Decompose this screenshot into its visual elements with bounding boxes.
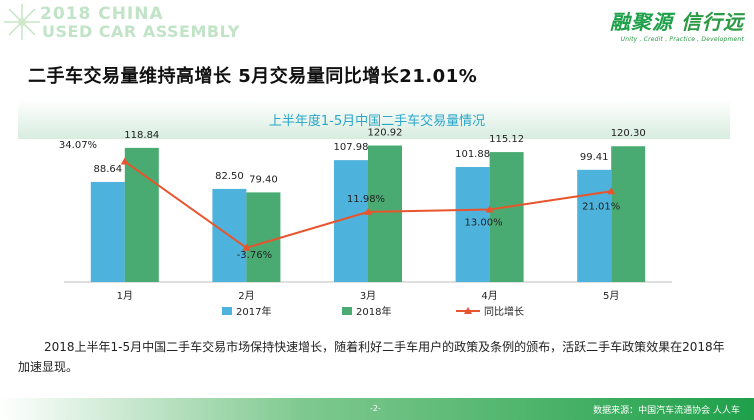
data-label-growth: 11.98% xyxy=(347,194,385,205)
banner-line-1: 2018 CHINA xyxy=(40,4,164,24)
legend-swatch-growth-marker xyxy=(464,307,472,314)
growth-point xyxy=(485,205,494,213)
bar-line-chart: 88.64 118.84 1月 82.50 79.40 2月 107.98 120.92 3月 1… xyxy=(59,128,672,318)
data-label-2018: 115.12 xyxy=(489,134,524,145)
x-tick-label: 3月 xyxy=(360,290,376,302)
data-label-2018: 118.84 xyxy=(124,130,159,141)
brand-name-primary: 融聚源 xyxy=(610,10,674,34)
legend-label-growth: 同比增长 xyxy=(484,305,524,318)
data-label-2017: 99.41 xyxy=(580,152,609,163)
bar-2018 xyxy=(246,192,281,282)
bar-2018 xyxy=(368,145,402,282)
legend-swatch-2017 xyxy=(222,307,232,315)
description-text: 2018上半年1-5月中国二手车交易市场保持快速增长，随着利好二手车用户的政策及… xyxy=(18,340,725,374)
data-label-2017: 88.64 xyxy=(93,164,122,175)
banner-line-2: USED CAR ASSEMBLY xyxy=(42,22,240,41)
burst-logo-icon xyxy=(4,4,40,40)
brand-logo: 融聚源 信行远 Unity , Credit , Practice , Deve… xyxy=(610,6,744,43)
x-tick-label: 2月 xyxy=(238,290,254,302)
data-label-2018: 120.30 xyxy=(611,128,646,139)
footer-bar xyxy=(0,398,754,420)
legend-label-2018: 2018年 xyxy=(356,305,391,318)
data-source: 数据来源：中国汽车流通协会 人人车 xyxy=(593,406,740,416)
bar-2017 xyxy=(577,169,612,282)
data-label-growth: 34.07% xyxy=(59,140,97,151)
bar-2018 xyxy=(611,146,646,282)
growth-point xyxy=(364,207,372,215)
chart-title: 上半年度1-5月中国二手车交易量情况 xyxy=(268,114,486,129)
bar-2018 xyxy=(489,152,524,282)
event-banner: 2018 CHINA USED CAR ASSEMBLY xyxy=(6,5,256,45)
x-tick-label: 5月 xyxy=(603,290,619,302)
description-paragraph: 2018上半年1-5月中国二手车交易市场保持快速增长，随着利好二手车用户的政策及… xyxy=(18,337,736,377)
data-label-2017: 107.98 xyxy=(334,142,369,153)
brand-name-secondary: 信行远 xyxy=(681,10,744,34)
data-label-growth: -3.76% xyxy=(237,250,272,261)
page-headline: 二手车交易量维持高增长 5月交易量同比增长21.01% xyxy=(28,66,478,87)
data-label-growth: 21.01% xyxy=(582,201,620,212)
bar-2017 xyxy=(455,167,490,282)
bar-2017 xyxy=(90,181,125,282)
growth-point xyxy=(607,187,616,195)
growth-point xyxy=(242,243,251,251)
x-tick-label: 4月 xyxy=(481,290,497,302)
data-label-2018: 120.92 xyxy=(368,128,403,139)
legend-swatch-2018 xyxy=(342,307,352,315)
data-label-2018: 79.40 xyxy=(249,174,278,185)
x-tick-label: 1月 xyxy=(117,290,133,302)
legend-label-2017: 2017年 xyxy=(236,305,271,318)
page-number: -2- xyxy=(370,404,381,413)
data-label-2017: 101.88 xyxy=(455,149,490,160)
bar-2018 xyxy=(124,147,159,282)
growth-point xyxy=(120,157,129,165)
chart-title-band xyxy=(18,99,730,139)
data-label-2017: 82.50 xyxy=(215,171,244,182)
data-label-growth: 13.00% xyxy=(465,218,503,229)
brand-tagline: Unity , Credit , Practice , Development xyxy=(620,36,744,43)
